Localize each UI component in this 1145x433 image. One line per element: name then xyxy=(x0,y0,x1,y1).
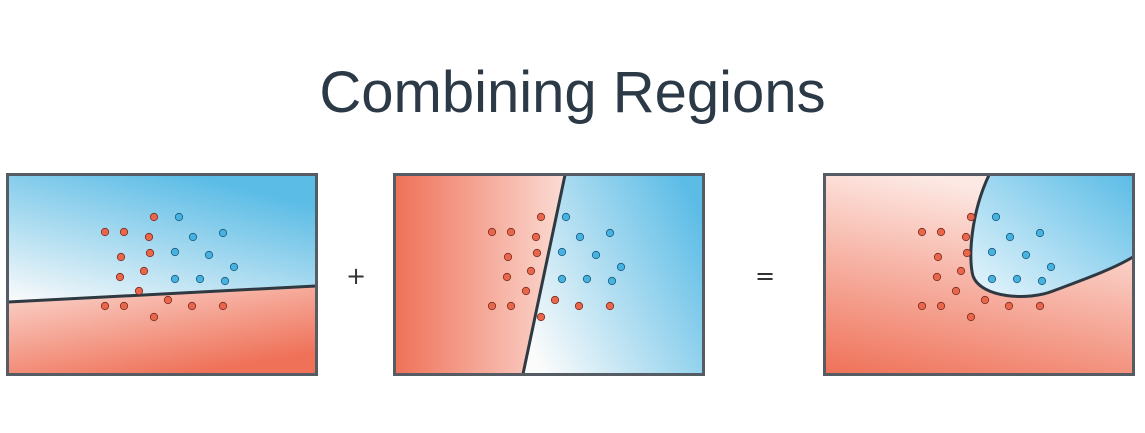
red-points xyxy=(917,212,1045,322)
red-points xyxy=(100,212,228,322)
blue-points xyxy=(557,212,626,286)
region-panel-combined xyxy=(823,173,1135,376)
red-region xyxy=(8,286,316,374)
blue-points xyxy=(170,212,239,286)
panel-border xyxy=(6,173,318,376)
panel-border xyxy=(823,173,1135,376)
equals-operator: = xyxy=(755,262,776,290)
red-region xyxy=(395,175,565,374)
panel-border xyxy=(393,173,705,376)
blue-region xyxy=(8,175,316,302)
blue-region xyxy=(970,175,1133,297)
plus-operator: + xyxy=(346,262,367,290)
region-panel-horizontal-split xyxy=(6,173,318,376)
region-panel-vertical-split xyxy=(393,173,705,376)
decision-boundary xyxy=(7,284,317,304)
decision-boundary xyxy=(969,174,1134,298)
blue-region xyxy=(523,175,703,374)
blue-points xyxy=(987,212,1056,286)
page-title: Combining Regions xyxy=(319,59,826,125)
decision-boundary xyxy=(521,174,567,375)
red-points xyxy=(487,212,615,322)
